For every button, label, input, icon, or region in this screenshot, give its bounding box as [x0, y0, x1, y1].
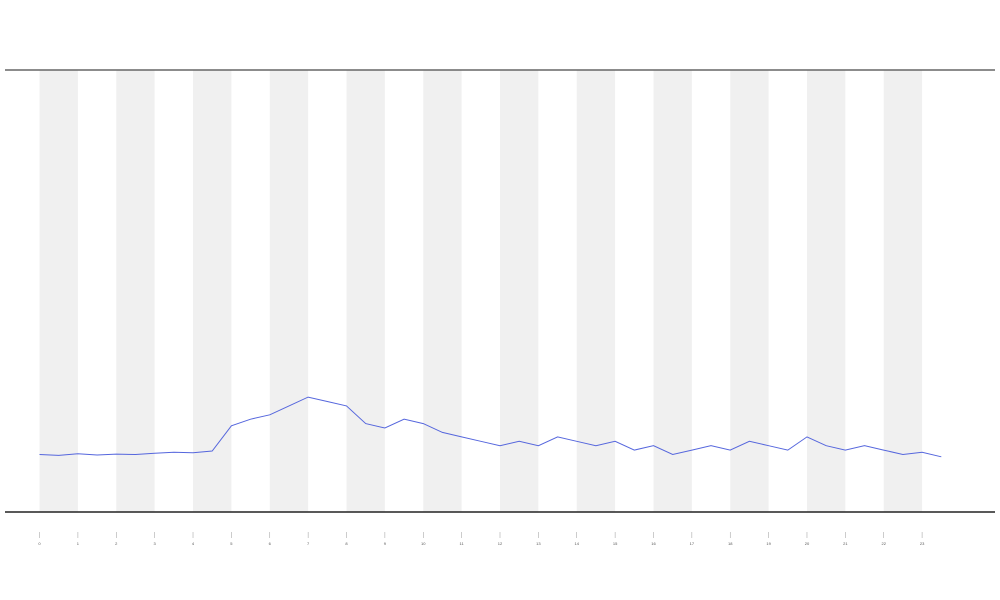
data-line	[39, 396, 942, 458]
shaded-band	[39, 70, 78, 512]
x-tick-label: 0	[38, 541, 41, 546]
shaded-band	[423, 70, 462, 512]
x-tick-label: 19	[766, 541, 771, 546]
x-tick-label: 9	[384, 541, 387, 546]
x-tick-label: 7	[307, 541, 310, 546]
x-tick-label: 23	[920, 541, 925, 546]
shaded-band	[500, 70, 539, 512]
shaded-band	[653, 70, 692, 512]
x-tick-label: 6	[269, 541, 272, 546]
x-tick-label: 16	[651, 541, 656, 546]
x-tick-label: 11	[460, 541, 465, 546]
shaded-band	[576, 70, 616, 512]
x-tick-label: 12	[498, 541, 503, 546]
shaded-band	[883, 70, 923, 512]
shaded-band	[346, 70, 385, 512]
x-tick-label: 13	[536, 541, 541, 546]
x-tick-label: 10	[421, 541, 426, 546]
x-tick-label: 14	[575, 541, 580, 546]
shaded-band	[730, 70, 769, 512]
x-tick-label: 2	[115, 541, 118, 546]
x-tick-label: 8	[345, 541, 348, 546]
x-tick-label: 4	[192, 541, 195, 546]
x-tick-label: 3	[154, 541, 157, 546]
x-tick-label: 18	[728, 541, 733, 546]
x-tick-label: 21	[843, 541, 848, 546]
x-tick-label: 17	[690, 541, 695, 546]
x-tick-label: 1	[77, 541, 80, 546]
x-tick-label: 5	[230, 541, 233, 546]
x-tick-label: 15	[613, 541, 618, 546]
shaded-band	[193, 70, 232, 512]
x-tick-label: 22	[881, 541, 886, 546]
shaded-band	[269, 70, 309, 512]
shaded-band	[116, 70, 155, 512]
shaded-band	[806, 70, 846, 512]
x-tick-label: 20	[805, 541, 810, 546]
